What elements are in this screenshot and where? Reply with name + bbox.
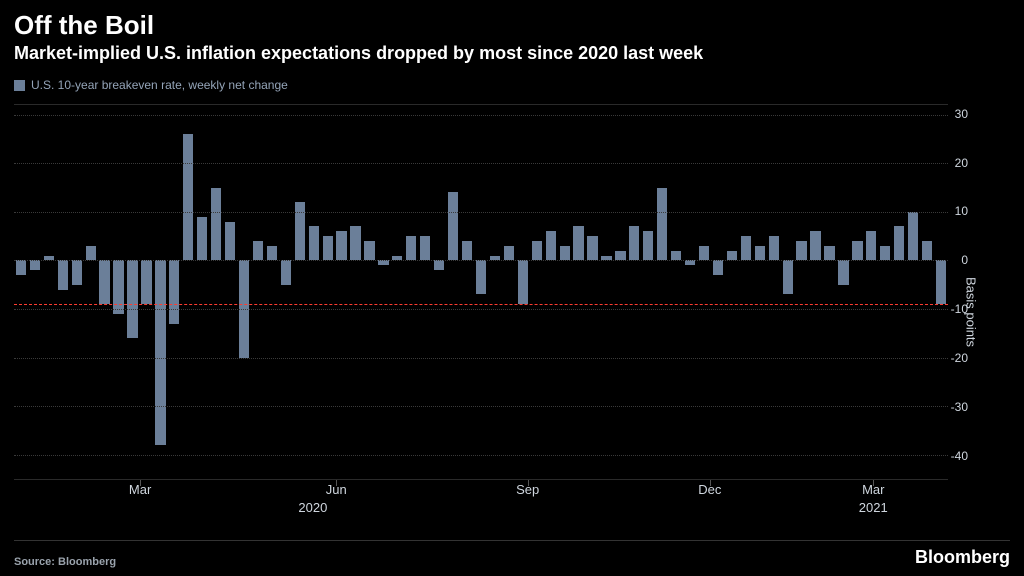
bar bbox=[518, 260, 528, 304]
bar bbox=[573, 226, 583, 260]
x-tick-month-label: Mar bbox=[862, 482, 884, 497]
bar bbox=[615, 251, 625, 261]
reference-line bbox=[14, 304, 948, 305]
chart-area: 3020100-10-20-30-40 Basis points MarJunS… bbox=[14, 104, 1010, 520]
chart-header: Off the Boil Market-implied U.S. inflati… bbox=[0, 0, 1024, 68]
bar bbox=[657, 188, 667, 261]
bar bbox=[155, 260, 165, 445]
bar bbox=[852, 241, 862, 260]
y-tick-label: -40 bbox=[938, 449, 968, 463]
bar bbox=[922, 241, 932, 260]
bar bbox=[323, 236, 333, 260]
bar bbox=[169, 260, 179, 323]
y-tick-label: 30 bbox=[938, 107, 968, 121]
bar bbox=[309, 226, 319, 260]
bar bbox=[532, 241, 542, 260]
bar bbox=[127, 260, 137, 338]
bar bbox=[225, 222, 235, 261]
bar bbox=[824, 246, 834, 261]
bar bbox=[113, 260, 123, 313]
bar bbox=[434, 260, 444, 270]
y-tick-label: -30 bbox=[938, 400, 968, 414]
bar bbox=[141, 260, 151, 304]
bar bbox=[727, 251, 737, 261]
bar bbox=[713, 260, 723, 275]
bar bbox=[908, 212, 918, 261]
bar bbox=[183, 134, 193, 260]
x-tick-month-label: Dec bbox=[698, 482, 721, 497]
gridline bbox=[14, 455, 948, 456]
bar bbox=[420, 236, 430, 260]
bar bbox=[462, 241, 472, 260]
bar bbox=[796, 241, 806, 260]
bar bbox=[699, 246, 709, 261]
y-tick-label: 10 bbox=[938, 204, 968, 218]
legend: U.S. 10-year breakeven rate, weekly net … bbox=[0, 68, 1024, 94]
gridline bbox=[14, 115, 948, 116]
bar bbox=[643, 231, 653, 260]
x-tick-month-label: Jun bbox=[326, 482, 347, 497]
legend-swatch-icon bbox=[14, 80, 25, 91]
bar bbox=[587, 236, 597, 260]
bar bbox=[476, 260, 486, 294]
plot-region bbox=[14, 104, 948, 480]
gridline bbox=[14, 212, 948, 213]
bar bbox=[755, 246, 765, 261]
bar bbox=[448, 192, 458, 260]
y-tick-label: 20 bbox=[938, 156, 968, 170]
bar bbox=[211, 188, 221, 261]
brand-label: Bloomberg bbox=[915, 547, 1010, 568]
bar bbox=[30, 260, 40, 270]
bar bbox=[866, 231, 876, 260]
bar bbox=[364, 241, 374, 260]
gridline bbox=[14, 163, 948, 164]
x-tick-month-label: Sep bbox=[516, 482, 539, 497]
x-tick-year-label: 2020 bbox=[298, 500, 327, 515]
x-axis: Mar Jun Sep Dec Mar 2020 2021 bbox=[14, 480, 948, 520]
bar bbox=[16, 260, 26, 275]
bar bbox=[253, 241, 263, 260]
gridline bbox=[14, 309, 948, 310]
bar bbox=[72, 260, 82, 284]
x-tick-year-label: 2021 bbox=[859, 500, 888, 515]
x-tick-month-label: Mar bbox=[129, 482, 151, 497]
bar bbox=[406, 236, 416, 260]
bar bbox=[58, 260, 68, 289]
bar bbox=[546, 231, 556, 260]
bar bbox=[99, 260, 109, 304]
bar bbox=[838, 260, 848, 284]
bar bbox=[281, 260, 291, 284]
y-tick-label: 0 bbox=[938, 253, 968, 267]
gridline bbox=[14, 358, 948, 359]
source-label: Source: Bloomberg bbox=[14, 556, 116, 568]
legend-label: U.S. 10-year breakeven rate, weekly net … bbox=[31, 78, 288, 92]
bar bbox=[769, 236, 779, 260]
bar bbox=[504, 246, 514, 261]
bar bbox=[810, 231, 820, 260]
bar bbox=[197, 217, 207, 261]
bar bbox=[629, 226, 639, 260]
bar bbox=[267, 246, 277, 261]
bar bbox=[880, 246, 890, 261]
bar-series bbox=[14, 105, 948, 479]
y-axis-title: Basis points bbox=[963, 277, 978, 347]
bar bbox=[350, 226, 360, 260]
bar bbox=[86, 246, 96, 261]
y-tick-label: -20 bbox=[938, 351, 968, 365]
gridline bbox=[14, 260, 948, 261]
chart-title: Off the Boil bbox=[14, 10, 1010, 41]
bar bbox=[894, 226, 904, 260]
bar bbox=[783, 260, 793, 294]
bar bbox=[336, 231, 346, 260]
footer: Source: Bloomberg Bloomberg bbox=[14, 540, 1010, 568]
chart-subtitle: Market-implied U.S. inflation expectatio… bbox=[14, 43, 1010, 64]
bar bbox=[671, 251, 681, 261]
gridline bbox=[14, 406, 948, 407]
bar bbox=[560, 246, 570, 261]
bar bbox=[741, 236, 751, 260]
